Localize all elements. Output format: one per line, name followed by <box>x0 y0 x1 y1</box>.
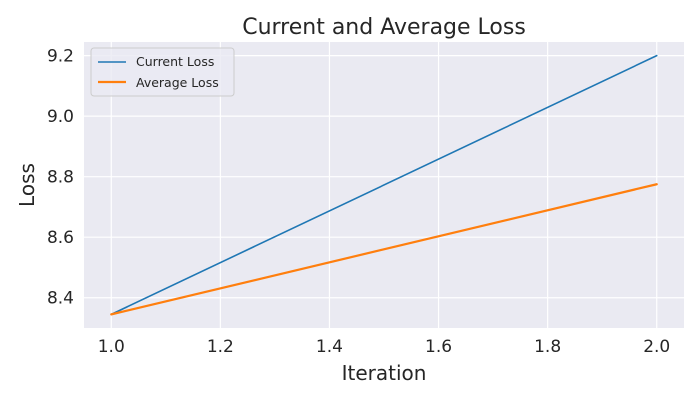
y-tick-label: 8.4 <box>47 289 74 309</box>
x-tick-label: 1.2 <box>207 337 234 357</box>
series-lines <box>110 54 658 316</box>
x-tick-label: 1.4 <box>316 337 343 357</box>
legend-label-average-loss: Average Loss <box>136 75 219 90</box>
y-axis-ticks: 8.4 8.6 8.8 9.0 9.2 <box>47 47 74 309</box>
y-tick-label: 9.0 <box>47 107 74 127</box>
grid-lines <box>84 42 684 328</box>
x-tick-label: 1.6 <box>425 337 452 357</box>
legend: Current Loss Average Loss <box>90 47 235 97</box>
y-tick-label: 8.6 <box>47 228 74 248</box>
x-axis-ticks: 1.0 1.2 1.4 1.6 1.8 2.0 <box>98 337 671 357</box>
series-line-average-loss <box>110 183 658 316</box>
y-tick-label: 8.8 <box>47 168 74 188</box>
x-tick-label: 1.0 <box>98 337 125 357</box>
y-axis-label: Loss <box>15 163 39 207</box>
x-axis-label: Iteration <box>342 361 427 385</box>
x-tick-label: 2.0 <box>643 337 670 357</box>
legend-label-current-loss: Current Loss <box>136 54 214 69</box>
legend-box <box>90 47 235 97</box>
chart-title: Current and Average Loss <box>242 15 526 40</box>
series-line-current-loss <box>110 54 658 316</box>
y-tick-label: 9.2 <box>47 47 74 67</box>
x-tick-label: 1.8 <box>534 337 561 357</box>
